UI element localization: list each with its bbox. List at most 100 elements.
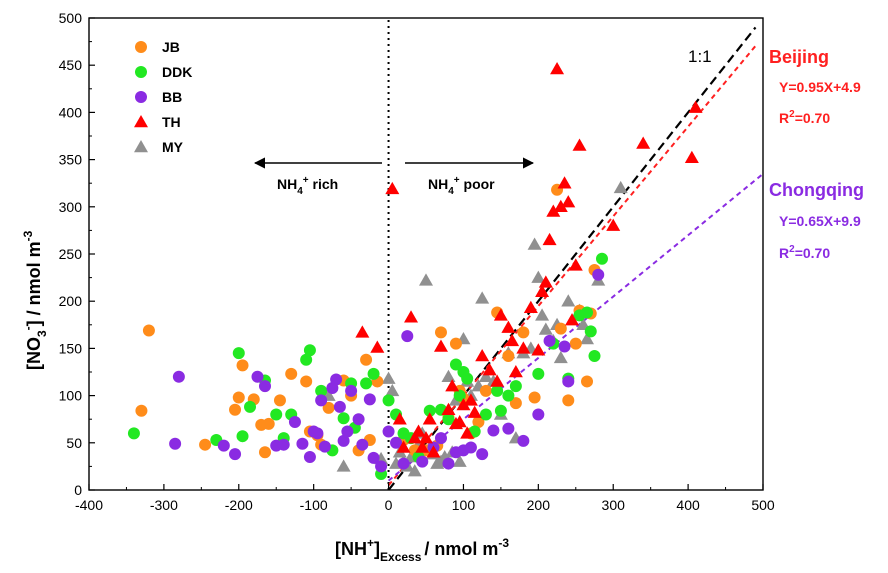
nh4-rich-annotation: NH4+ rich	[253, 157, 382, 197]
data-point-jb	[449, 337, 462, 350]
data-point-jb	[509, 397, 522, 410]
y-tick-label: 150	[59, 340, 83, 356]
data-point-th	[546, 204, 561, 217]
data-point-th	[463, 393, 478, 406]
legend: JB DDK BB TH MY	[134, 39, 192, 155]
y-tick-label: 350	[59, 152, 83, 168]
data-point-ddk	[584, 325, 597, 338]
data-point-th	[553, 199, 568, 213]
data-point-bb	[251, 370, 264, 383]
data-point-ddk	[303, 344, 316, 357]
data-point-jb	[285, 367, 298, 380]
data-point-th	[355, 325, 370, 338]
data-point-bb	[258, 380, 271, 393]
y-tick-label: 200	[59, 293, 83, 309]
x-tick-label: 100	[452, 497, 476, 513]
data-point-bb	[337, 434, 350, 447]
data-point-jb	[322, 401, 335, 414]
y-tick-label: 0	[74, 482, 82, 498]
data-point-bb	[311, 427, 324, 440]
data-point-my	[381, 371, 396, 384]
data-point-bb	[229, 448, 242, 461]
data-point-th	[419, 431, 433, 444]
data-point-my	[553, 350, 568, 364]
data-point-th	[441, 402, 456, 416]
data-point-bb	[375, 460, 388, 473]
data-point-th	[370, 340, 385, 353]
data-point-jb	[528, 391, 541, 404]
data-point-ddk	[367, 367, 380, 380]
data-point-my	[535, 308, 550, 321]
data-point-ddk	[300, 353, 313, 366]
data-point-my	[561, 294, 576, 307]
data-point-ddk	[491, 384, 504, 397]
chongqing-name: Chongqing	[769, 180, 864, 200]
data-point-my	[527, 237, 542, 250]
data-point-jb	[142, 324, 155, 337]
data-point-th	[568, 258, 583, 271]
data-point-my	[419, 273, 433, 286]
data-point-ddk	[244, 400, 257, 413]
data-point-th	[392, 412, 407, 425]
beijing-r2: R2=0.70	[779, 109, 830, 126]
data-point-th	[688, 100, 703, 113]
data-point-th	[445, 379, 460, 392]
data-point-ddk	[461, 372, 474, 385]
data-point-ddk	[453, 389, 466, 402]
legend-marker-ddk	[135, 66, 147, 78]
data-point-ddk	[532, 367, 545, 380]
data-point-bb	[288, 416, 301, 429]
data-point-bb	[303, 450, 316, 463]
data-point-th	[523, 300, 538, 314]
data-point-th	[407, 431, 422, 444]
x-tick-label: 300	[602, 497, 626, 513]
data-point-th	[636, 136, 651, 149]
data-point-bb	[502, 422, 515, 435]
data-point-ddk	[509, 380, 522, 393]
data-point-jb	[479, 384, 492, 397]
data-point-th	[531, 343, 546, 356]
data-point-jb	[569, 337, 582, 350]
y-tick-label: 400	[59, 104, 83, 120]
data-points	[127, 61, 703, 480]
data-point-bb	[356, 438, 369, 451]
beijing-equation: Y=0.95X+4.9	[779, 79, 861, 95]
data-point-bb	[367, 451, 380, 464]
data-point-bb	[464, 441, 477, 454]
data-point-jb	[258, 446, 271, 459]
nh4-poor-annotation: NH4+ poor	[405, 157, 535, 197]
y-axis-title: [NO3-] / nmol m-3	[21, 230, 49, 370]
x-axis-title: [NH+]Excess / nmol m-3	[335, 536, 509, 564]
data-point-ddk	[449, 358, 462, 371]
data-point-jb	[232, 391, 245, 404]
data-point-bb	[401, 330, 414, 343]
x-tick-label: 0	[385, 497, 393, 513]
data-point-th	[467, 405, 482, 418]
legend-marker-jb	[135, 41, 147, 53]
data-point-jb	[236, 359, 249, 372]
data-point-th	[475, 348, 490, 362]
data-point-ddk	[127, 427, 140, 440]
data-point-bb	[416, 455, 429, 468]
legend-marker-th	[134, 115, 148, 128]
data-point-th	[456, 398, 471, 411]
data-point-my	[441, 369, 456, 382]
data-point-my	[475, 291, 490, 304]
y-tick-label: 450	[59, 57, 83, 73]
legend-marker-bb	[135, 91, 147, 103]
y-tick-label: 300	[59, 199, 83, 215]
data-point-bb	[532, 408, 545, 421]
data-point-my	[452, 454, 467, 467]
data-point-jb	[229, 403, 242, 416]
data-point-ddk	[595, 252, 608, 265]
data-point-th	[415, 440, 430, 453]
data-point-th	[404, 310, 419, 323]
data-point-th	[460, 426, 475, 439]
legend-label-jb: JB	[162, 39, 180, 55]
data-point-ddk	[502, 389, 515, 402]
y-tick-label: 250	[59, 246, 83, 262]
data-point-ddk	[581, 306, 594, 319]
data-point-my	[336, 459, 351, 472]
data-point-th	[493, 308, 508, 321]
data-point-jb	[300, 375, 313, 388]
